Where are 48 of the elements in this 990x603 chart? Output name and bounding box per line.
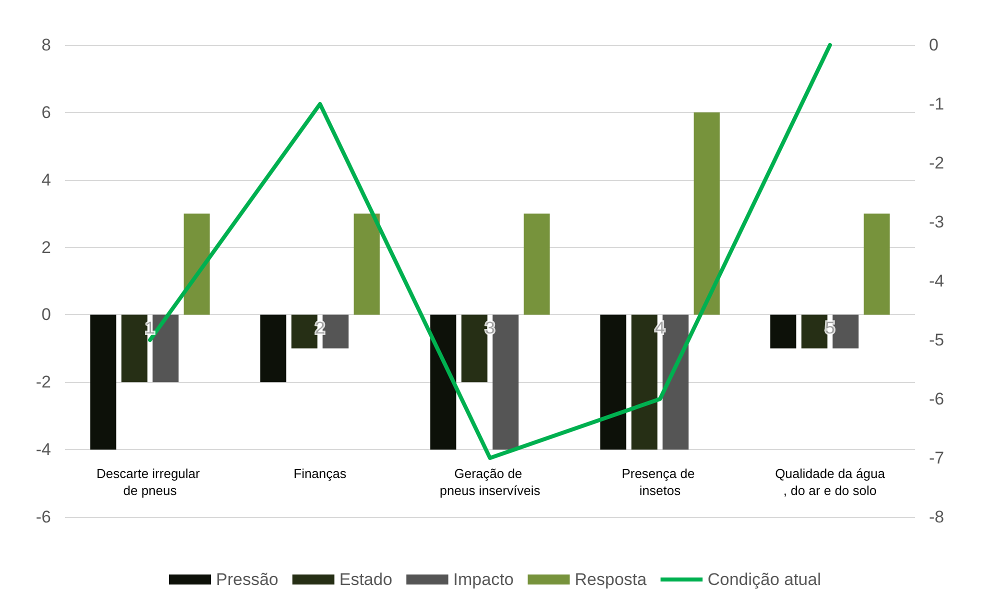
x-tick-label: Finanças (294, 466, 347, 481)
x-tick-label: Presença de insetos (622, 466, 698, 498)
y-tick-label: -6 (36, 508, 51, 526)
bar (260, 314, 286, 382)
x-tick-label: Geração de pneus inservíveis (440, 466, 541, 498)
y2-tick-label: -7 (929, 448, 944, 468)
line-series (148, 43, 832, 460)
bar (184, 214, 210, 315)
y2-tick-label: -5 (929, 330, 944, 350)
y-tick-label: -4 (36, 440, 51, 460)
bar (152, 314, 179, 382)
legend-label: Resposta (574, 570, 648, 589)
bar (492, 314, 519, 450)
y-tick-label: -2 (36, 372, 51, 392)
y-tick-label: 4 (42, 170, 51, 190)
bar (430, 314, 456, 450)
bar (770, 314, 796, 348)
y2-tick-label: -4 (929, 272, 944, 290)
bar (121, 314, 148, 382)
y-tick-label: 8 (42, 36, 51, 54)
y2-tick-label: -2 (929, 154, 944, 172)
bar (694, 112, 720, 315)
bar (864, 214, 890, 315)
y2-tick-label: -1 (929, 94, 944, 114)
y-tick-label: 6 (42, 102, 51, 122)
bar (322, 314, 349, 348)
bar (291, 314, 318, 348)
bar (524, 214, 550, 315)
bar (354, 214, 380, 315)
y2-tick-label: -8 (929, 508, 944, 526)
legend-label: Impacto (453, 570, 514, 589)
bar (662, 314, 689, 450)
bar (832, 314, 859, 348)
bar (461, 314, 488, 382)
bar (90, 314, 116, 450)
bar (631, 314, 658, 450)
y-tick-label: 0 (42, 305, 51, 324)
legend-label: Condição atual (708, 570, 822, 589)
bar (801, 314, 828, 348)
y2-tick-label: -3 (929, 212, 944, 232)
y2-tick-label: -6 (929, 390, 944, 408)
y-tick-label: 2 (42, 238, 51, 257)
bar (600, 314, 626, 450)
legend-label: Pressão (216, 570, 278, 589)
legend-label: Estado (339, 570, 392, 589)
x-tick-label: Qualidade da água, do ar e do solo (775, 466, 886, 498)
x-tick-label: Descarte irregular de pneus (96, 466, 204, 498)
y2-tick-label: 0 (929, 36, 938, 54)
